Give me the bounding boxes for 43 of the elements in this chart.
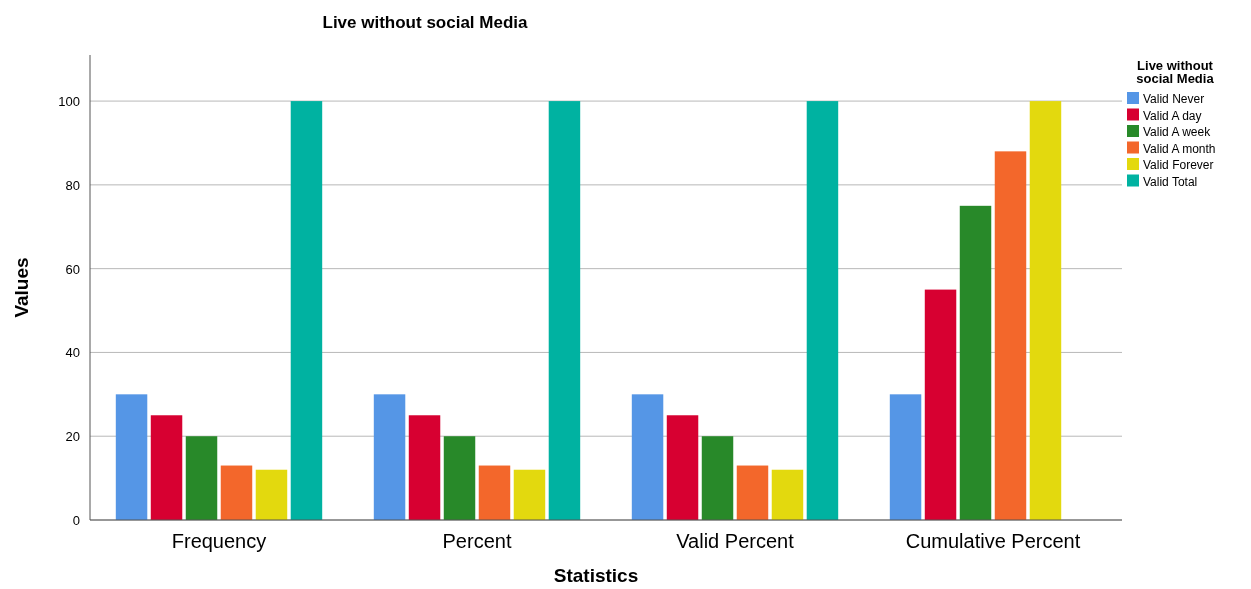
y-tick-label: 20 [65, 429, 80, 445]
x-tick-label: Percent [442, 530, 512, 552]
bar [994, 151, 1027, 520]
bar [631, 394, 664, 520]
bar [701, 436, 734, 520]
bar [220, 465, 253, 520]
bar [185, 436, 218, 520]
bar [255, 469, 288, 520]
bar [889, 394, 922, 520]
bar [924, 289, 957, 520]
y-tick-label: 0 [72, 513, 80, 528]
chart-title: Live without social Media [322, 13, 529, 32]
bar [513, 469, 546, 520]
bar [806, 101, 839, 520]
legend-label: Valid A week [1143, 125, 1212, 139]
y-axis-title: Values [11, 257, 32, 318]
x-tick-label: Valid Percent [676, 530, 795, 552]
legend-label: Valid A month [1143, 141, 1216, 156]
bar [1029, 101, 1062, 520]
bar [478, 465, 511, 520]
legend-label: Valid A day [1143, 108, 1202, 123]
legend-title: Live without social Media [1136, 58, 1215, 86]
y-tick-label: 80 [65, 177, 80, 193]
x-axis-title: Statistics [553, 565, 639, 586]
legend-label: Valid Total [1143, 174, 1198, 189]
bar [290, 101, 323, 520]
y-tick-label: 40 [65, 345, 80, 361]
bar [443, 436, 476, 520]
x-tick-label: Cumulative Percent [905, 530, 1081, 552]
bar [373, 394, 406, 520]
bar [736, 465, 769, 520]
bar [150, 415, 183, 520]
bar [548, 101, 581, 520]
x-tick-label: Frequency [171, 530, 267, 552]
legend-label: Valid Forever [1143, 158, 1214, 172]
y-tick-label: 100 [58, 94, 80, 110]
legend-label: Valid Never [1143, 92, 1205, 106]
bar [666, 415, 699, 520]
y-tick-label: 60 [65, 261, 80, 277]
bar [115, 394, 148, 520]
bar [959, 205, 992, 520]
bar [408, 415, 441, 520]
bar [771, 469, 804, 520]
